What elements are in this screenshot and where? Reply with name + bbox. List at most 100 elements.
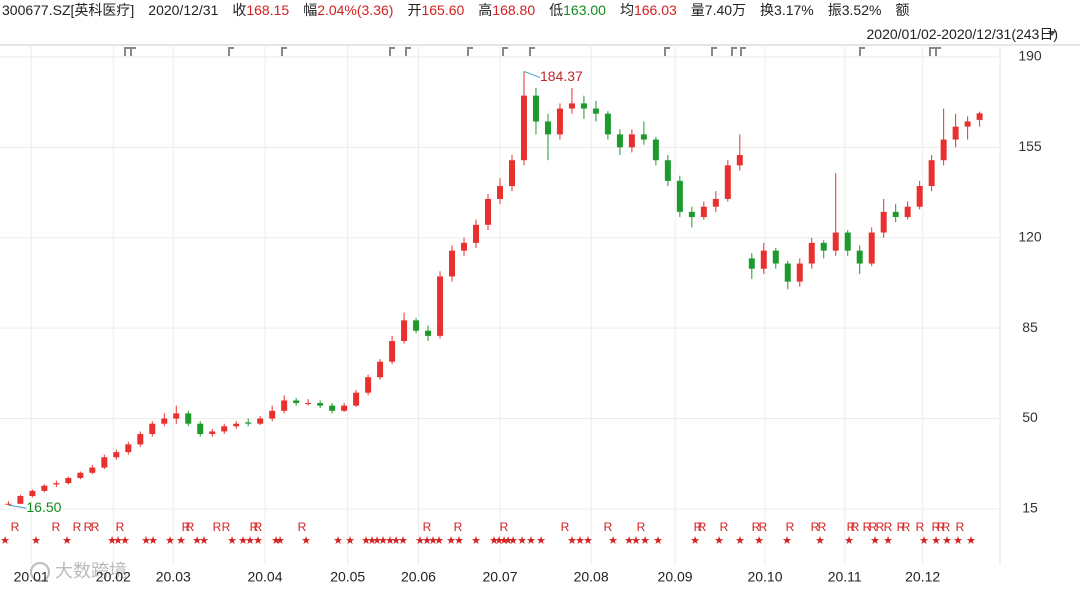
candle-body (29, 490, 36, 497)
candle-body (832, 232, 839, 251)
x-tick-label: 20.07 (482, 569, 517, 585)
event-r: R (869, 520, 878, 534)
event-star: ★ (942, 535, 952, 547)
y-tick-label: 85 (1022, 319, 1038, 335)
candle-body (772, 250, 779, 264)
candle-body (413, 320, 420, 331)
event-star: ★ (446, 535, 456, 547)
event-star: ★ (398, 535, 408, 547)
candle-body (844, 232, 851, 251)
candle-body (604, 113, 611, 135)
field-value: 7.40万 (704, 2, 747, 18)
field-value: 166.03 (633, 2, 677, 18)
min-pointer (8, 504, 27, 509)
event-star: ★ (517, 535, 527, 547)
event-star: ★ (378, 535, 388, 547)
event-star: ★ (624, 535, 634, 547)
event-star: ★ (227, 535, 237, 547)
y-tick-label: 50 (1022, 409, 1038, 425)
candle-body (281, 400, 288, 411)
event-star: ★ (754, 535, 764, 547)
candle-body (389, 341, 396, 362)
candle-body (401, 320, 408, 342)
event-star: ★ (422, 535, 432, 547)
event-star: ★ (608, 535, 618, 547)
candle-body (964, 121, 971, 127)
event-star: ★ (931, 535, 941, 547)
date-range[interactable]: 2020/01/02-2020/12/31(243日) (866, 26, 1058, 42)
stock-code: 300677.SZ[英科医疗] (2, 2, 135, 18)
candle-body (580, 103, 587, 109)
event-r: R (116, 520, 125, 534)
header: 300677.SZ[英科医疗] 2020/12/31 收168.15 幅2.04%… (2, 0, 909, 22)
event-star: ★ (148, 535, 158, 547)
date: 2020/12/31 (148, 2, 219, 18)
event-star: ★ (499, 535, 509, 547)
event-r: R (182, 520, 191, 534)
event-flag (281, 47, 287, 56)
event-star: ★ (454, 535, 464, 547)
event-r: R (186, 520, 195, 534)
event-star: ★ (815, 535, 825, 547)
candle-body (257, 418, 264, 424)
candle-body (748, 258, 755, 269)
event-star: ★ (526, 535, 536, 547)
x-tick-label: 20.04 (247, 569, 282, 585)
event-star: ★ (361, 535, 371, 547)
x-tick-label: 20.09 (658, 569, 693, 585)
candle-body (508, 160, 515, 187)
candle-body (113, 452, 120, 458)
candle-body (892, 211, 899, 218)
candle-body (41, 485, 48, 491)
candle-body (461, 242, 468, 251)
candle-body (185, 413, 192, 424)
candle-body (640, 134, 647, 140)
x-tick-label: 20.03 (156, 569, 191, 585)
y-tick-label: 155 (1018, 138, 1042, 154)
event-star: ★ (503, 535, 513, 547)
event-flag (711, 47, 717, 56)
candle-body (568, 103, 575, 109)
candle-body (497, 186, 503, 199)
event-r: R (604, 520, 613, 534)
candle-body (628, 134, 635, 148)
candle-body (544, 121, 551, 135)
candle-body (437, 276, 444, 336)
event-r: R (298, 520, 307, 534)
candle-body (712, 198, 719, 207)
event-star: ★ (653, 535, 663, 547)
dropdown-icon[interactable] (1048, 31, 1056, 36)
candle-body (808, 242, 815, 264)
header-field: 低163.00 (549, 0, 606, 22)
candle-body (796, 263, 803, 282)
candle-body (880, 211, 887, 233)
candle-body (616, 134, 623, 148)
candle-body (365, 377, 372, 393)
event-r: R (637, 520, 646, 534)
field-label: 收 (232, 2, 247, 18)
event-star: ★ (690, 535, 700, 547)
event-flag (405, 47, 411, 56)
candle-body (305, 403, 312, 405)
watermark-icon (30, 562, 50, 582)
candle-body (65, 477, 72, 484)
candle-body (652, 139, 659, 161)
event-star: ★ (782, 535, 792, 547)
candle-body (17, 496, 24, 504)
event-flag (664, 47, 670, 56)
event-r: R (720, 520, 729, 534)
event-star: ★ (966, 535, 976, 547)
event-r: R (876, 520, 885, 534)
event-r: R (752, 520, 761, 534)
candle-body (77, 472, 84, 478)
event-flag (467, 47, 473, 56)
max-label: 184.37 (540, 68, 583, 84)
event-r: R (694, 520, 703, 534)
event-r: R (937, 520, 946, 534)
field-label: 换 (760, 2, 775, 18)
candle-body (760, 250, 767, 269)
event-flag (935, 47, 941, 56)
y-tick-label: 120 (1018, 228, 1042, 244)
